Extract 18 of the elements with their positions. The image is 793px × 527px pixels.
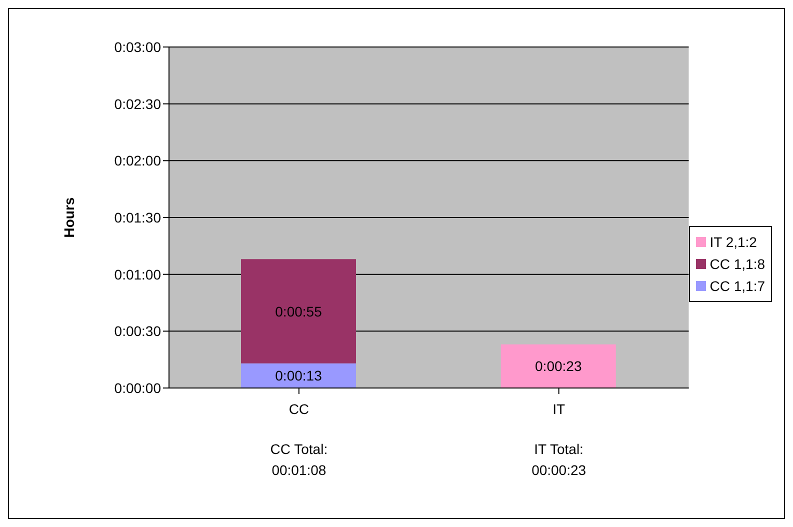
y-axis-title: Hours — [60, 197, 77, 238]
data-label: 0:00:55 — [275, 303, 322, 320]
text: IT Total: 00:00:23 — [532, 441, 586, 478]
y-tick-label: 0:02:30 — [114, 96, 162, 112]
y-tick-label: 0:02:00 — [114, 152, 162, 169]
data-label: 0:00:13 — [275, 368, 322, 384]
y-tick-label: 0:00:30 — [114, 323, 162, 340]
y-tick-label: 0:00:00 — [114, 380, 162, 396]
data-label: 0:00:23 — [535, 358, 582, 374]
y-tick-label: 0:01:30 — [114, 209, 162, 226]
legend-label: IT 2,1:2 — [710, 234, 757, 250]
text: CC Total: 00:01:08 — [270, 441, 328, 478]
x-tick-label: IT — [552, 401, 566, 417]
y-tick-label: 0:01:00 — [114, 266, 162, 282]
legend-label: CC 1,1:8 — [710, 256, 765, 272]
x-tick-label: CC — [288, 401, 310, 417]
y-tick-label: 0:03:00 — [114, 38, 162, 55]
legend-label: CC 1,1:7 — [710, 278, 765, 294]
